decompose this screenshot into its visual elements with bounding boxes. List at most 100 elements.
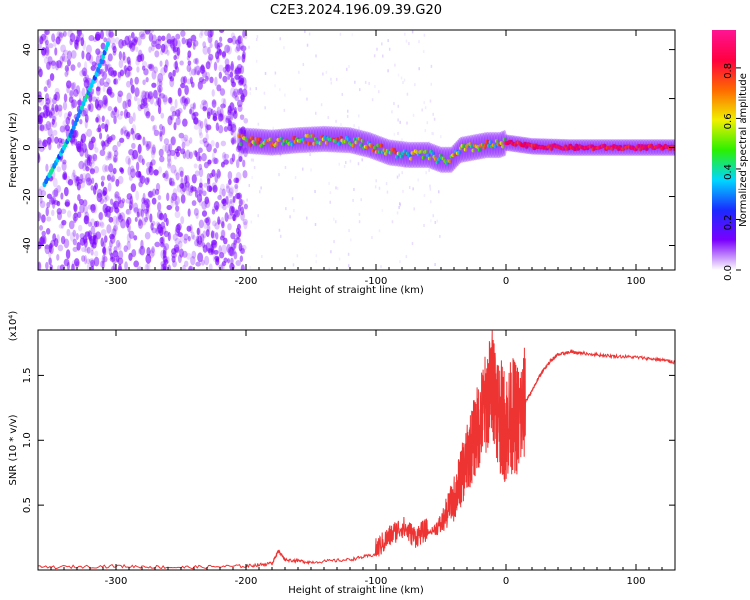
ridge-point [485,139,490,144]
noise-speckle [204,199,211,209]
noise-speckle [235,192,241,200]
noise-speckle [418,40,420,44]
noise-speckle [140,33,146,40]
ridge-halo [377,135,383,163]
noise-speckle [79,119,83,125]
noise-speckle [223,98,227,108]
ridge-point [351,143,356,148]
noise-speckle [172,260,177,268]
noise-speckle [224,58,230,66]
noise-speckle [116,93,122,104]
noise-speckle [229,157,234,165]
noise-speckle [150,222,154,231]
noise-speckle [150,248,156,257]
noise-speckle [58,32,65,38]
noise-speckle [48,43,54,49]
noise-speckle [51,199,56,209]
noise-speckle [124,261,128,270]
noise-speckle [118,199,125,209]
noise-speckle [165,217,169,227]
noise-speckle [170,198,174,209]
ridge-point [359,142,364,147]
noise-speckle [113,150,119,157]
noise-speckle [103,37,108,43]
ridge-halo [500,130,506,157]
noise-speckle [188,265,194,270]
noise-speckle [222,114,229,125]
noise-speckle [151,40,157,48]
noise-speckle [239,199,245,205]
noise-speckle [225,185,231,193]
ridge-point [256,140,261,145]
ridge-point [437,157,442,162]
noise-speckle [100,122,106,130]
noise-speckle [44,102,50,111]
ridge-halo [350,127,356,155]
noise-speckle [135,190,140,201]
noise-speckle [170,196,175,204]
noise-speckle [74,39,79,50]
noise-speckle [83,215,89,225]
noise-speckle [330,250,332,254]
noise-speckle [38,153,41,163]
noise-speckle [218,71,223,79]
noise-speckle [87,104,91,112]
y-tick-label: 0.5 [22,497,33,513]
noise-speckle [230,32,236,40]
noise-speckle [144,140,149,148]
noise-speckle [88,35,95,42]
noise-speckle [183,233,189,241]
noise-speckle [296,254,299,258]
noise-speckle [114,206,119,214]
colorbar-label: Normalized spectral amplitude [738,73,749,227]
noise-speckle [142,79,146,86]
ridge-point [254,136,259,141]
noise-speckle [348,64,350,68]
ridge-point [549,146,554,151]
noise-speckle [183,97,188,106]
noise-speckle [160,43,166,53]
noise-speckle [335,186,337,190]
noise-speckle [401,171,403,175]
noise-speckle [353,124,355,128]
noise-speckle [227,73,231,81]
noise-speckle [212,115,218,122]
noise-speckle [124,35,130,46]
noise-speckle [308,32,311,36]
noise-speckle [66,210,72,218]
ridge-point [290,142,295,147]
noise-speckle [374,84,376,88]
noise-speckle [436,219,438,223]
noise-speckle [405,39,408,43]
noise-speckle [114,191,120,199]
noise-speckle [129,77,133,86]
noise-speckle [196,227,200,236]
noise-speckle [386,190,389,194]
ridge-point [318,141,323,146]
noise-speckle [231,139,237,145]
ridge-point [293,139,298,144]
noise-speckle [237,55,241,61]
noise-speckle [106,57,110,67]
noise-speckle [147,91,154,100]
noise-speckle [192,234,196,241]
noise-speckle [216,106,221,116]
noise-speckle [193,124,200,130]
noise-speckle [228,179,232,185]
noise-speckle [81,67,88,77]
noise-speckle [86,263,92,270]
noise-speckle [131,154,135,161]
noise-speckle [139,245,146,256]
noise-speckle [56,254,60,261]
noise-speckle [144,263,149,270]
snr-x-label: Height of straight line (km) [288,585,424,596]
noise-speckle [144,30,151,35]
noise-speckle [213,157,219,165]
noise-speckle [176,146,182,152]
noise-speckle [76,99,82,106]
noise-speckle [218,30,225,34]
noise-speckle [155,43,162,50]
noise-speckle [118,51,123,60]
noise-speckle [153,124,158,131]
noise-speckle [429,184,431,188]
